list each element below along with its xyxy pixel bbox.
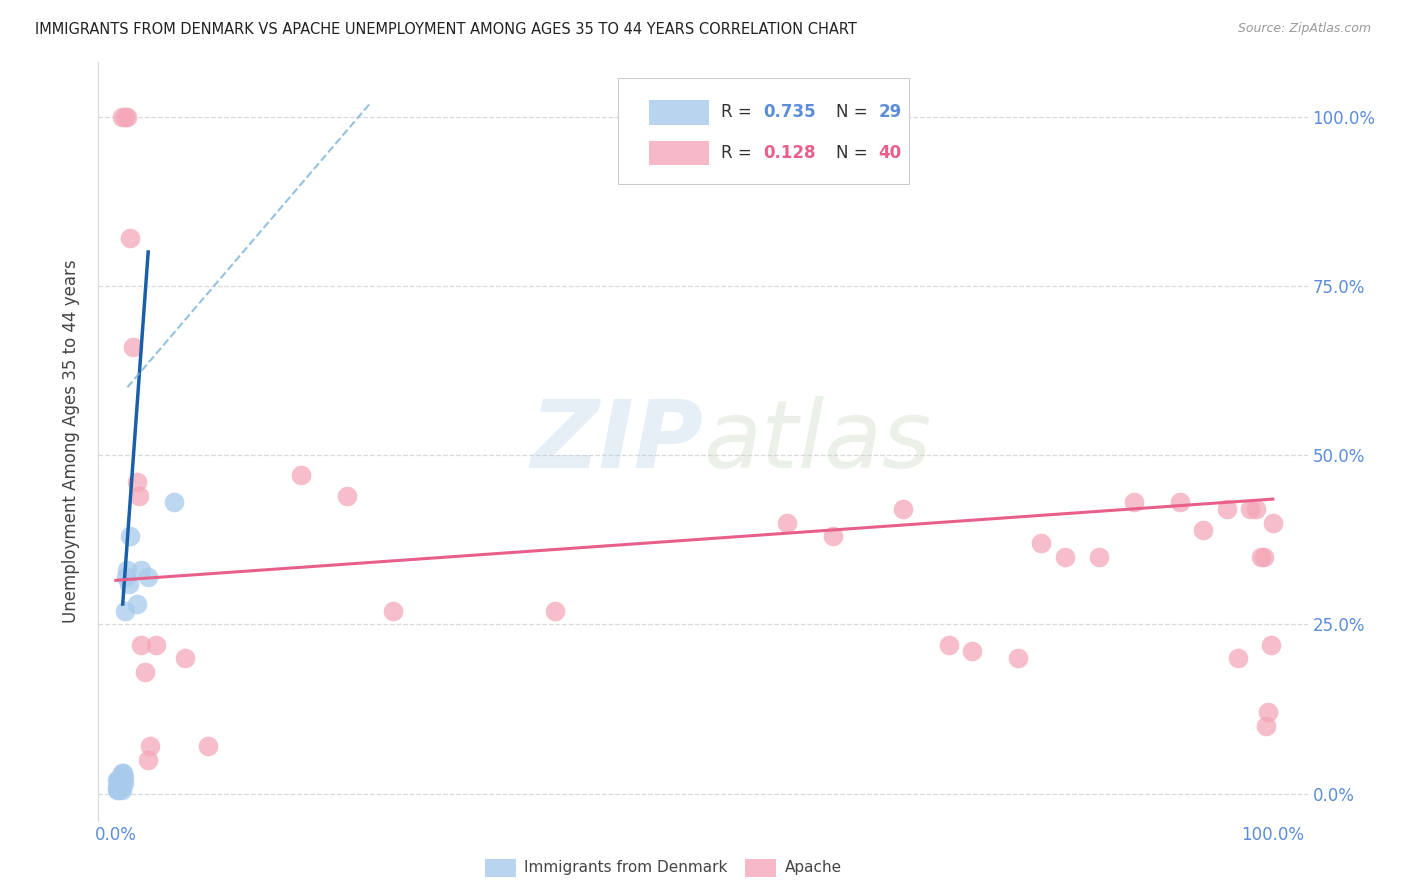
Text: ZIP: ZIP [530,395,703,488]
Point [776,516,799,530]
Text: 0.128: 0.128 [763,144,815,161]
Point [115,570,138,584]
Point [110,110,132,124]
Point [105,780,128,794]
Point [114,110,136,124]
Point [117,563,139,577]
Point [1088,549,1111,564]
Point [938,638,960,652]
Point [174,651,197,665]
Text: Immigrants from Denmark: Immigrants from Denmark [524,861,728,875]
Text: 29: 29 [879,103,901,121]
Text: R =: R = [721,144,758,161]
Point [1192,523,1215,537]
Text: IMMIGRANTS FROM DENMARK VS APACHE UNEMPLOYMENT AMONG AGES 35 TO 44 YEARS CORRELA: IMMIGRANTS FROM DENMARK VS APACHE UNEMPL… [35,22,858,37]
Point [112,770,135,784]
Point [1168,495,1191,509]
Point [108,776,131,790]
Point [111,772,134,787]
Point [1257,706,1279,720]
Point [128,489,150,503]
Point [336,489,359,503]
Point [110,772,132,787]
Point [112,776,135,790]
Point [105,772,128,787]
Text: 40: 40 [879,144,901,161]
Point [1239,502,1261,516]
Point [107,783,129,797]
Text: R =: R = [721,103,758,121]
Point [823,529,845,543]
Point [891,502,914,516]
Text: N =: N = [837,144,873,161]
Point [122,340,145,354]
Text: 0.735: 0.735 [763,103,815,121]
Point [110,780,132,794]
Point [1227,651,1250,665]
Point [125,475,148,490]
Point [1261,516,1284,530]
Point [162,495,184,509]
Point [129,563,152,577]
Point [1260,638,1282,652]
Point [114,604,136,618]
Point [290,468,312,483]
Point [382,604,405,618]
FancyBboxPatch shape [648,101,709,125]
Point [136,570,159,584]
Point [118,231,141,245]
Point [145,638,167,652]
Point [117,576,139,591]
Point [197,739,219,754]
Point [110,783,132,797]
Point [136,753,159,767]
Point [110,766,132,780]
Point [1215,502,1237,516]
FancyBboxPatch shape [648,141,709,165]
Point [1007,651,1029,665]
Point [111,766,134,780]
Text: Source: ZipAtlas.com: Source: ZipAtlas.com [1237,22,1371,36]
Point [129,638,152,652]
Point [118,529,141,543]
Point [107,780,129,794]
Y-axis label: Unemployment Among Ages 35 to 44 years: Unemployment Among Ages 35 to 44 years [62,260,80,624]
Point [110,780,132,794]
FancyBboxPatch shape [619,78,908,184]
Point [107,772,129,787]
Point [1253,549,1275,564]
Point [117,110,139,124]
Point [125,597,148,611]
Point [1250,549,1272,564]
Point [1254,719,1277,733]
Point [139,739,162,754]
Point [108,772,131,787]
Point [105,783,128,797]
Point [1244,502,1267,516]
Point [1053,549,1076,564]
Point [134,665,156,679]
Text: atlas: atlas [703,396,931,487]
Text: Apache: Apache [785,861,842,875]
Point [108,780,131,794]
Point [110,776,132,790]
Point [1123,495,1146,509]
Text: N =: N = [837,103,873,121]
Point [544,604,567,618]
Point [1031,536,1053,550]
Point [960,644,983,658]
Point [110,770,132,784]
